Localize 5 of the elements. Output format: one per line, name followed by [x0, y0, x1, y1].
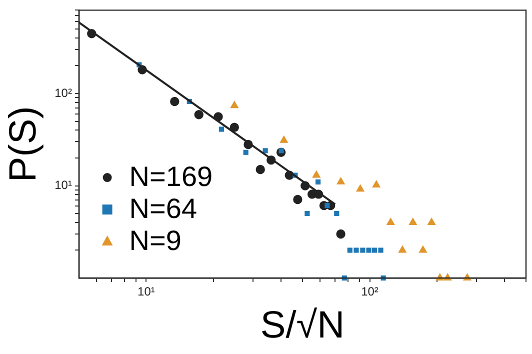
legend-label: N=9 — [129, 225, 182, 256]
legend-label: N=64 — [129, 193, 198, 224]
legend-label: N=169 — [129, 161, 213, 192]
y-axis-title: P(S) — [2, 106, 44, 182]
x-axis-title: S/√N — [260, 304, 345, 347]
